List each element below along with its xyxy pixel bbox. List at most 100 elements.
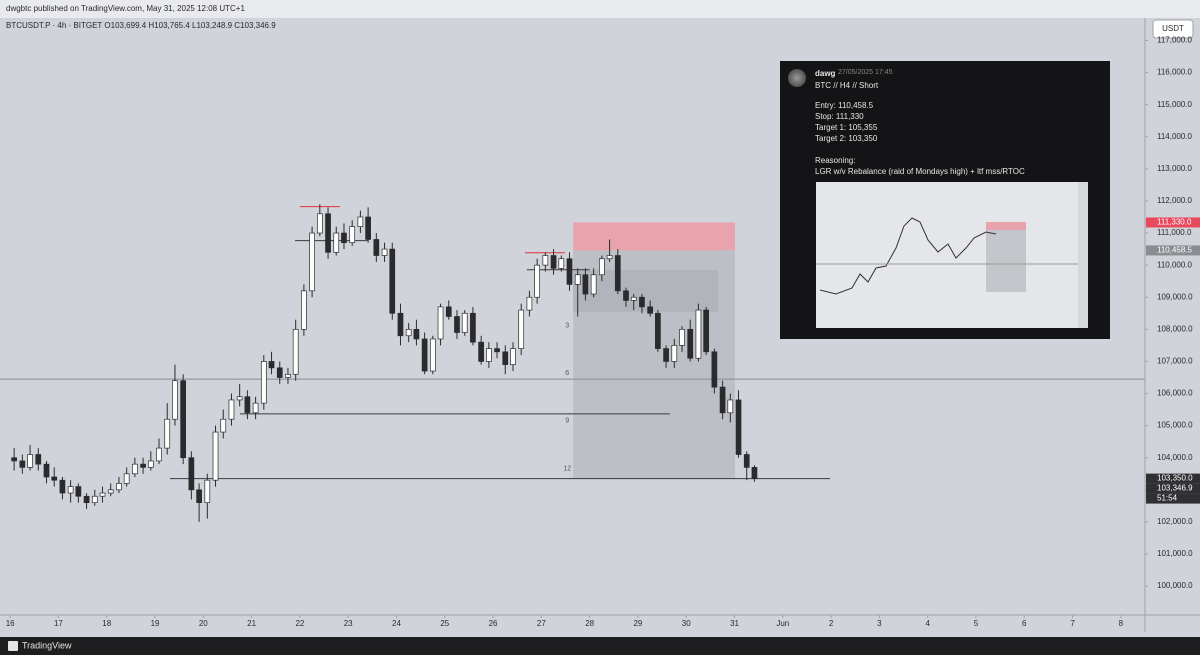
bottom-bar [0, 637, 1200, 655]
candle-body [365, 216, 371, 240]
x-tick-label: 21 [247, 619, 256, 628]
post-line: Stop: 111,330 [815, 112, 864, 121]
post-reasoning: LGR w/v Rebalance (raid of Mondays high)… [815, 167, 1025, 176]
candle-body [582, 274, 589, 295]
candle-body [727, 399, 734, 414]
candle-body [647, 306, 653, 314]
candle-body [156, 447, 162, 462]
y-tick-label: 107,000.0 [1157, 357, 1193, 366]
box-label: 12 [563, 465, 571, 472]
candle-body [172, 380, 178, 420]
box-label: 9 [565, 418, 569, 425]
candle-body [478, 341, 484, 362]
candle-body [510, 348, 516, 365]
x-tick-label: 5 [974, 619, 979, 628]
candle-body [244, 396, 251, 414]
plot-layer: 3 6 9 12 [0, 204, 1145, 522]
top-bar [0, 0, 1200, 18]
embedded-post: dawg 27/05/2025 17:45 BTC // H4 // Short… [780, 61, 1110, 339]
candle-body [75, 486, 82, 497]
x-tick-label: 4 [925, 619, 930, 628]
candle-body [316, 213, 323, 234]
post-title: BTC // H4 // Short [815, 81, 879, 90]
candle-body [204, 479, 211, 504]
x-tick-label: 6 [1022, 619, 1027, 628]
image-bg [816, 182, 1088, 328]
candle-body [566, 258, 573, 285]
candle-body [518, 309, 525, 349]
price-tag-label: 111,330.0 [1157, 218, 1192, 227]
y-tick-label: 108,000.0 [1157, 324, 1193, 333]
candle-body [606, 255, 613, 260]
candle-body [123, 473, 130, 484]
x-tick-label: 24 [392, 619, 401, 628]
candle-body [703, 309, 710, 353]
candle-body [461, 312, 468, 333]
y-tick-label: 115,000.0 [1157, 100, 1193, 109]
candle-body [623, 290, 629, 301]
candle-body [735, 399, 742, 455]
y-tick-label: 100,000.0 [1157, 581, 1193, 590]
candle-body [397, 312, 404, 337]
y-tick-label: 101,000.0 [1157, 549, 1193, 558]
currency-label: USDT [1162, 24, 1184, 33]
candle-body [389, 248, 396, 314]
candle-body [276, 367, 283, 378]
candle-body [301, 290, 307, 330]
post-line: Target 1: 105,355 [815, 123, 878, 132]
candle-body [534, 264, 540, 298]
candle-body [147, 460, 154, 468]
post-time: 27/05/2025 17:45 [838, 69, 893, 76]
candle-body [494, 348, 500, 353]
y-tick-label: 102,000.0 [1157, 517, 1193, 526]
currency-button[interactable] [1152, 19, 1194, 39]
x-tick-label: 16 [6, 619, 15, 628]
candle-body [107, 489, 114, 494]
post-author: dawg [815, 69, 836, 78]
candle-body [116, 483, 122, 491]
candle-body [470, 312, 476, 343]
candle-body [43, 463, 50, 478]
candle-body [437, 306, 444, 340]
y-tick-label: 117,000.0 [1157, 36, 1193, 45]
avatar [788, 69, 806, 87]
x-tick-label: 17 [54, 619, 63, 628]
candle-body [285, 373, 291, 378]
candle-body [228, 399, 235, 420]
image-axis [1078, 182, 1088, 328]
candle-body [252, 402, 259, 414]
candle-body [357, 216, 364, 227]
candle-body [292, 328, 299, 375]
candle-body [140, 463, 146, 468]
price-tag-label: 103,350.0 [1157, 474, 1193, 483]
candle-body [413, 328, 420, 340]
candle-body [687, 328, 694, 359]
candle-body [695, 309, 702, 359]
post-line: Target 2: 103,350 [815, 134, 878, 143]
x-tick-label: 28 [585, 619, 594, 628]
price-tag-label: 110,458.5 [1157, 246, 1193, 255]
candle-body [711, 351, 718, 388]
y-tick-label: 105,000.0 [1157, 421, 1193, 430]
candle-body [164, 418, 171, 449]
price-tag [1146, 473, 1200, 484]
box-label: 3 [565, 322, 569, 329]
y-tick-label: 114,000.0 [1157, 132, 1193, 141]
candle-body [35, 454, 42, 465]
x-tick-label: 23 [344, 619, 353, 628]
price-tag [1146, 245, 1200, 256]
image-stop [986, 222, 1026, 230]
candle-body [309, 232, 315, 292]
post-line: Entry: 110,458.5 [815, 101, 874, 110]
candle-body [220, 418, 227, 433]
x-tick-label: 27 [537, 619, 546, 628]
y-tick-label: 110,000.0 [1157, 260, 1193, 269]
x-tick-label: 22 [295, 619, 304, 628]
candle-body [558, 258, 565, 269]
candle-body [268, 361, 275, 369]
candle-body [590, 274, 597, 295]
x-tick-label: 3 [877, 619, 882, 628]
image-box [986, 222, 1026, 292]
y-tick-label: 109,000.0 [1157, 292, 1193, 301]
